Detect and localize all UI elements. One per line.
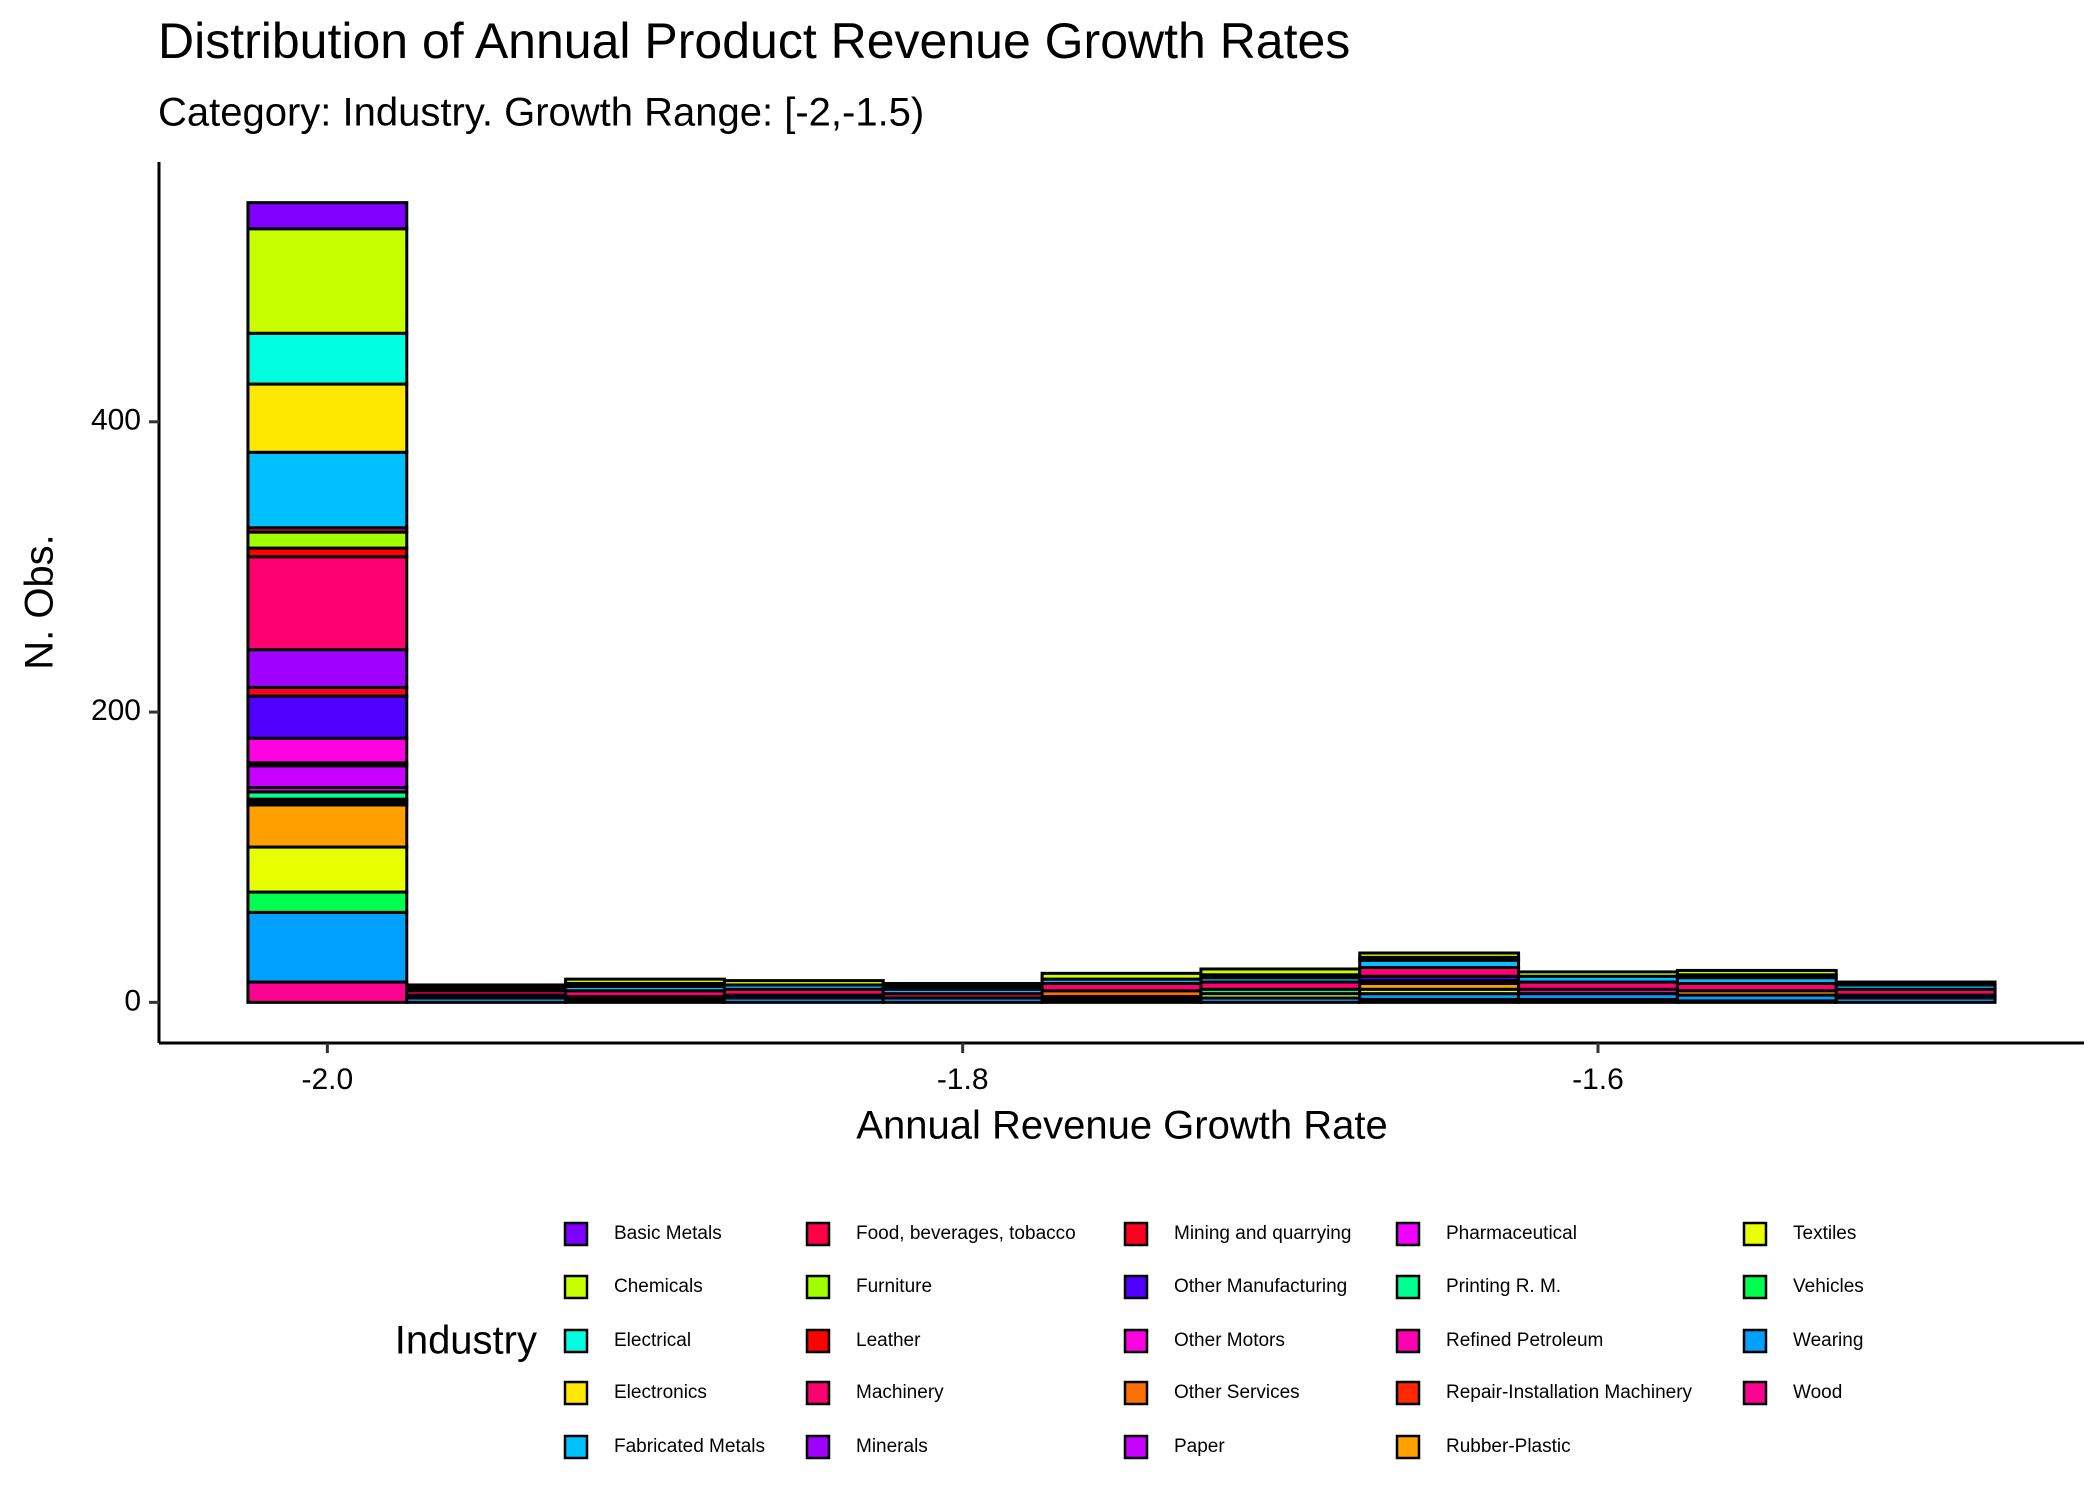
legend-label: Fabricated Metals — [614, 1436, 765, 1457]
legend-label: Paper — [1174, 1436, 1225, 1457]
legend-swatch — [1742, 1380, 1768, 1406]
bar-segment — [246, 890, 409, 914]
bar-segment — [1675, 968, 1838, 977]
legend-label: Refined Petroleum — [1446, 1330, 1603, 1351]
legend-label: Furniture — [856, 1276, 932, 1297]
legend-swatch — [1123, 1274, 1149, 1300]
bar-segment — [881, 981, 1044, 988]
legend-label: Minerals — [856, 1436, 928, 1457]
bar-segment — [246, 382, 409, 454]
legend-label: Vehicles — [1793, 1276, 1864, 1297]
legend-swatch — [805, 1434, 831, 1460]
legend-label: Electronics — [614, 1382, 707, 1403]
legend-swatch — [805, 1380, 831, 1406]
legend-swatch — [1395, 1274, 1421, 1300]
bar-segment — [246, 764, 409, 790]
legend-swatch — [563, 1274, 589, 1300]
legend-label: Textiles — [1793, 1223, 1856, 1244]
legend-label: Wood — [1793, 1382, 1842, 1403]
legend-label: Mining and quarrying — [1174, 1223, 1351, 1244]
legend-swatch — [563, 1221, 589, 1247]
legend-label: Leather — [856, 1330, 921, 1351]
legend-swatch — [1742, 1328, 1768, 1354]
legend-label: Chemicals — [614, 1276, 703, 1297]
legend-swatch — [805, 1328, 831, 1354]
bar-segment — [246, 201, 409, 231]
bar-segment — [246, 910, 409, 984]
bar-segment — [246, 845, 409, 894]
legend-label: Pharmaceutical — [1446, 1223, 1577, 1244]
bar-segment — [1199, 967, 1362, 977]
legend-label: Rubber-Plastic — [1446, 1436, 1571, 1457]
bar-segment — [1517, 970, 1679, 978]
legend-swatch — [1123, 1328, 1149, 1354]
y-tick-label: 400 — [91, 404, 141, 437]
y-tick-label: 200 — [91, 694, 141, 727]
bar-segment — [564, 977, 726, 985]
x-tick-label: -2.0 — [302, 1063, 354, 1096]
bar-segment — [246, 530, 409, 550]
bar-segment — [246, 803, 409, 849]
bar-segment — [246, 980, 409, 1004]
bar-segment — [246, 331, 409, 386]
legend-swatch — [805, 1274, 831, 1300]
bar-segment — [246, 450, 409, 530]
legend-label: Other Manufacturing — [1174, 1276, 1347, 1297]
y-tick-label: 0 — [124, 984, 141, 1017]
bar-segment — [722, 979, 885, 987]
legend-label: Machinery — [856, 1382, 944, 1403]
chart-subtitle: Category: Industry. Growth Range: [-2,-1… — [158, 91, 924, 135]
legend-label: Repair-Installation Machinery — [1446, 1382, 1693, 1403]
x-tick-label: -1.8 — [937, 1063, 989, 1096]
legend-swatch — [1123, 1434, 1149, 1460]
legend-swatch — [1742, 1221, 1768, 1247]
legend-label: Electrical — [614, 1330, 691, 1351]
bar-segment — [246, 555, 409, 652]
chart-title: Distribution of Annual Product Revenue G… — [158, 13, 1350, 69]
y-axis-label: N. Obs. — [18, 534, 62, 670]
legend-swatch — [805, 1221, 831, 1247]
legend-swatch — [1395, 1380, 1421, 1406]
legend-swatch — [563, 1434, 589, 1460]
legend-label: Other Services — [1174, 1382, 1300, 1403]
bar-segment — [246, 648, 409, 689]
bar-segment — [405, 983, 568, 990]
legend-swatch — [1395, 1221, 1421, 1247]
legend-label: Other Motors — [1174, 1330, 1285, 1351]
x-axis-label: Annual Revenue Growth Rate — [856, 1104, 1387, 1148]
legend-swatch — [1123, 1221, 1149, 1247]
bar-segment — [1358, 951, 1521, 959]
bar-segment — [1834, 980, 1997, 987]
legend-swatch — [1395, 1434, 1421, 1460]
legend-swatch — [563, 1380, 589, 1406]
legend-swatch — [1123, 1380, 1149, 1406]
legend-label: Food, beverages, tobacco — [856, 1223, 1076, 1244]
legend-label: Printing R. M. — [1446, 1276, 1561, 1297]
legend-swatch — [563, 1328, 589, 1354]
legend-label: Basic Metals — [614, 1223, 722, 1244]
legend-swatch — [1395, 1328, 1421, 1354]
x-tick-label: -1.6 — [1572, 1063, 1624, 1096]
bar-segment — [246, 736, 409, 765]
bar-segment — [246, 694, 409, 740]
bar-segment — [1040, 971, 1203, 981]
legend-title: Industry — [395, 1319, 537, 1363]
legend-label: Wearing — [1793, 1330, 1863, 1351]
legend-swatch — [1742, 1274, 1768, 1300]
bar-segment — [246, 227, 409, 335]
